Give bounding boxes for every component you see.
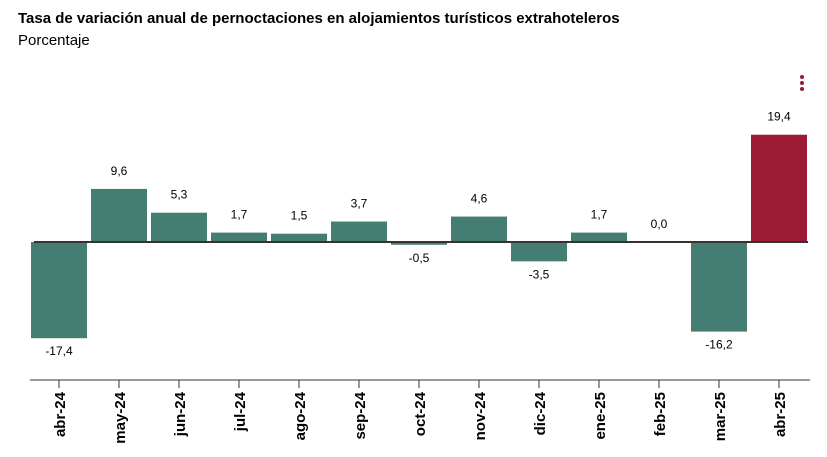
x-tick-label-feb-25: feb-25 (652, 392, 669, 436)
bar-sep-24[interactable] (331, 221, 387, 242)
bar-mar-25[interactable] (691, 242, 747, 332)
x-tick-label-oct-24: oct-24 (412, 391, 429, 436)
data-label-abr-25: 19,4 (767, 110, 791, 124)
data-label-abr-24: -17,4 (45, 344, 73, 358)
data-label-sep-24: 3,7 (351, 197, 368, 211)
bar-jun-24[interactable] (151, 212, 207, 242)
data-label-ago-24: 1,5 (291, 209, 308, 223)
bar-jul-24[interactable] (211, 232, 267, 242)
x-tick-label-abr-24: abr-24 (52, 391, 69, 437)
x-tick-label-ene-25: ene-25 (592, 392, 609, 440)
data-label-may-24: 9,6 (111, 164, 128, 178)
x-tick-label-abr-25: abr-25 (772, 392, 789, 437)
x-tick-label-mar-25: mar-25 (712, 392, 729, 441)
x-tick-label-may-24: may-24 (112, 391, 129, 443)
chart-subtitle: Porcentaje (18, 32, 90, 49)
bar-abr-24[interactable] (31, 242, 87, 339)
bar-may-24[interactable] (91, 188, 147, 242)
data-label-jun-24: 5,3 (171, 188, 188, 202)
data-label-mar-25: -16,2 (705, 338, 733, 352)
x-tick-label-sep-24: sep-24 (352, 391, 369, 439)
x-tick-label-dic-24: dic-24 (532, 391, 549, 435)
x-tick-label-nov-24: nov-24 (472, 391, 489, 440)
x-tick-label-jun-24: jun-24 (172, 391, 189, 437)
data-label-ene-25: 1,7 (591, 208, 608, 222)
bar-nov-24[interactable] (451, 216, 507, 242)
data-label-jul-24: 1,7 (231, 208, 248, 222)
data-label-feb-25: 0,0 (651, 217, 668, 231)
bar-oct-24[interactable] (391, 242, 447, 245)
chart-title: Tasa de variación anual de pernoctacione… (18, 10, 620, 27)
bar-dic-24[interactable] (511, 242, 567, 262)
data-label-oct-24: -0,5 (409, 251, 430, 265)
bar-ene-25[interactable] (571, 232, 627, 242)
bar-ago-24[interactable] (271, 233, 327, 242)
x-tick-label-jul-24: jul-24 (232, 391, 249, 432)
x-tick-label-ago-24: ago-24 (292, 391, 309, 440)
vertical-dots-icon[interactable] (798, 75, 806, 95)
bar-abr-25[interactable] (751, 134, 807, 242)
data-label-nov-24: 4,6 (471, 192, 488, 206)
data-label-dic-24: -3,5 (529, 267, 550, 281)
